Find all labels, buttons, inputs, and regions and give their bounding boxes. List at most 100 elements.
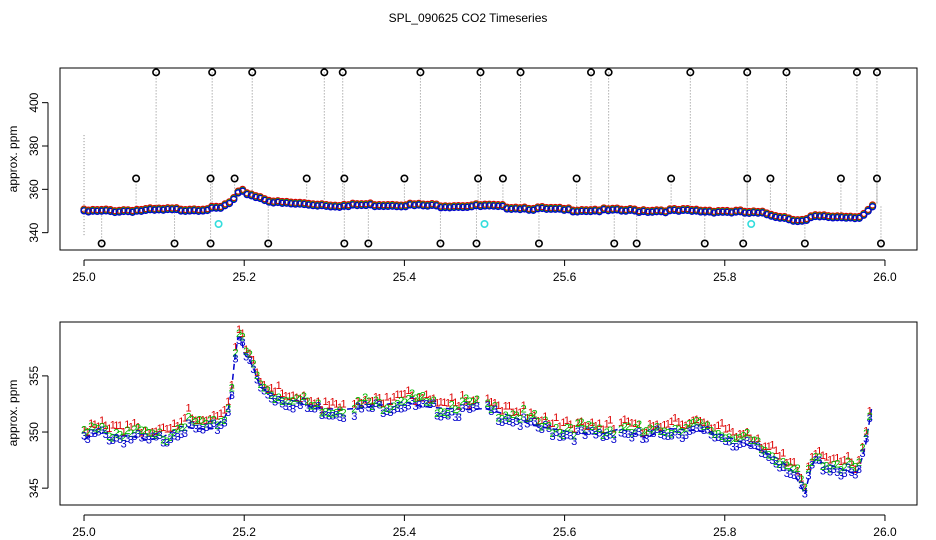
- series-2-marker: 2: [423, 396, 429, 408]
- blue-data-point: [397, 203, 405, 211]
- series-1-marker: 1: [823, 452, 829, 464]
- series-1-marker: 1: [499, 405, 505, 417]
- series-2-marker: 2: [142, 425, 148, 437]
- series-1-marker: 1: [243, 344, 249, 356]
- series-1-marker: 1: [845, 450, 851, 462]
- series-1-marker: 1: [784, 457, 790, 469]
- series-3-marker: 3: [81, 431, 87, 443]
- series-3-marker: 3: [106, 436, 112, 448]
- series-2-marker: 2: [741, 431, 747, 443]
- series-3-marker: 3: [258, 382, 264, 394]
- blue-data-point: [212, 204, 220, 212]
- blue-data-point: [252, 193, 260, 202]
- series-2-marker: 2: [582, 424, 588, 436]
- series-2-marker: 2: [319, 407, 325, 419]
- blue-data-point: [763, 211, 771, 219]
- y-tick-label: 360: [27, 179, 41, 199]
- series-1-marker: 1: [744, 427, 750, 439]
- y-tick-label: 350: [27, 422, 41, 442]
- series-3-marker: 3: [679, 433, 685, 445]
- series-2-marker: 2: [492, 401, 498, 413]
- series-3-marker: 3: [452, 412, 458, 424]
- series-1-marker: 1: [492, 397, 498, 409]
- series-1-marker: 1: [694, 414, 700, 426]
- blue-data-point: [639, 207, 648, 216]
- series-3-marker: 3: [312, 404, 318, 416]
- series-1-marker: 1: [452, 397, 458, 409]
- series-2-marker: 2: [322, 406, 328, 418]
- top-plot-frame: [59, 67, 918, 251]
- series-1-marker: 1: [632, 418, 638, 430]
- series-1-marker: 1: [261, 379, 267, 391]
- series-1-marker: 1: [715, 420, 721, 432]
- series-3-marker: 3: [701, 425, 707, 437]
- series-3-marker: 3: [748, 440, 754, 452]
- series-1-marker: 1: [474, 394, 480, 406]
- series-1-marker: 1: [679, 419, 685, 431]
- blue-data-point: [776, 214, 784, 222]
- series-3-marker: 3: [434, 411, 440, 423]
- x-tick-label: 25.6: [553, 270, 577, 284]
- series-3-marker: 3: [265, 390, 271, 402]
- series-1-marker: 1: [438, 396, 444, 408]
- series-2-marker: 2: [488, 404, 494, 416]
- series-2-marker: 2: [636, 419, 642, 431]
- series-1-marker: 1: [550, 418, 556, 430]
- blue-data-point: [349, 201, 357, 209]
- blue-data-point: [741, 209, 749, 217]
- series-1-marker: 1: [463, 396, 469, 408]
- series-2-marker: 2: [113, 428, 119, 440]
- series-1-marker: 1: [805, 461, 811, 473]
- series-3-marker: 3: [513, 416, 519, 428]
- blue-data-point: [600, 206, 608, 214]
- blue-data-point: [811, 212, 819, 221]
- blue-data-point: [679, 206, 687, 215]
- series-3-marker: 3: [236, 335, 242, 347]
- series-2-marker: 2: [225, 403, 231, 415]
- series-3-marker: 3: [629, 433, 635, 445]
- series-2-marker: 2: [232, 347, 238, 359]
- series-1-marker: 1: [229, 379, 235, 391]
- series-3-marker: 3: [301, 396, 307, 408]
- series-1-marker: 1: [200, 415, 206, 427]
- series-1-marker: 1: [373, 391, 379, 403]
- series-1-marker: 1: [279, 388, 285, 400]
- series-1-marker: 1: [272, 386, 278, 398]
- series-3-marker: 3: [625, 429, 631, 441]
- blue-data-point: [520, 205, 529, 213]
- blue-data-point: [653, 208, 661, 216]
- series-1-marker: 1: [420, 393, 426, 405]
- series-1-marker: 1: [286, 391, 292, 403]
- series-3-marker: 3: [672, 427, 678, 439]
- series-3-marker: 3: [423, 399, 429, 411]
- series-3-marker: 3: [521, 412, 527, 424]
- series-3-marker: 3: [463, 400, 469, 412]
- blue-data-point: [190, 207, 198, 215]
- series-1-marker: 1: [564, 415, 570, 427]
- series-1-marker: 1: [358, 398, 364, 410]
- series-3-marker: 3: [531, 416, 537, 428]
- series-2-marker: 2: [301, 391, 307, 403]
- series-3-marker: 3: [272, 396, 278, 408]
- blue-data-point: [864, 207, 872, 215]
- blue-data-point: [780, 214, 789, 223]
- blue-data-point: [106, 207, 115, 216]
- series-3-marker: 3: [863, 433, 869, 445]
- blue-data-point: [617, 207, 626, 215]
- outlier-point: [766, 174, 775, 183]
- series-2-marker: 2: [204, 419, 210, 431]
- series-2-marker: 2: [654, 421, 660, 433]
- series-1-marker: 1: [459, 389, 465, 401]
- blue-data-point: [816, 213, 824, 221]
- series-3-marker: 3: [193, 424, 199, 436]
- series-1-marker: 1: [265, 384, 271, 396]
- series-1-marker: 1: [535, 416, 541, 428]
- series-3-marker: 3: [113, 433, 119, 445]
- blue-data-point: [644, 208, 652, 217]
- series-1-marker: 1: [124, 419, 130, 431]
- series-3-marker: 3: [189, 420, 195, 432]
- x-tick-label: 25.8: [713, 270, 737, 284]
- series-3-marker: 3: [279, 398, 285, 410]
- outlier-point: [852, 68, 861, 77]
- series-2-marker: 2: [413, 393, 419, 405]
